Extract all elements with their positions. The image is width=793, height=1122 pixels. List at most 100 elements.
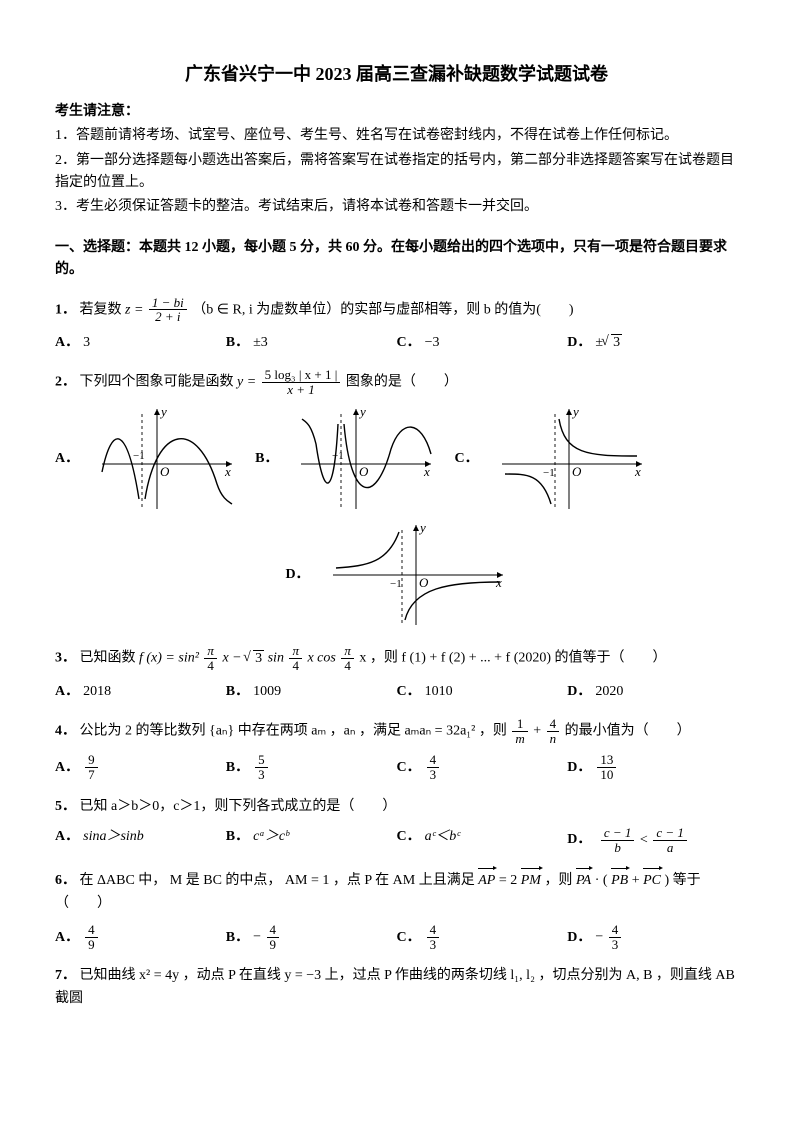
question-2: 2． 下列四个图象可能是函数 y = 5 log₃ | x + 1 | x + … [55,368,738,396]
opt-text: cᵃ＞cᵇ [253,829,289,844]
denom: 2 + i [149,310,187,324]
fraction: 1 − bi 2 + i [149,296,187,324]
denom: n [547,732,560,746]
page-title: 广东省兴宁一中 2023 届高三查漏补缺题数学试题试卷 [55,60,738,89]
graph-label-d: D． [285,564,309,586]
q-number: 7． [55,968,76,983]
graph-label-a: A． [55,448,79,470]
fraction: 43 [609,923,622,951]
denom: 4 [341,659,354,673]
svg-text:−1: −1 [543,467,555,479]
graph-label-c: C． [454,448,478,470]
notice-line: 2．第一部分选择题每小题选出答案后，需将答案写在试卷指定的括号内，第二部分非选择… [55,150,738,195]
denom: 4 [204,659,217,673]
numer: 4 [547,717,560,732]
fraction: 97 [85,753,98,781]
notice-block: 考生请注意： 1．答题前请将考场、试室号、座位号、考生号、姓名写在试卷密封线内，… [55,101,738,219]
svg-text:x: x [224,464,231,479]
q4-options: A．97 B．53 C．43 D．1310 [55,753,738,781]
graph-b: yx O−1 [296,404,436,514]
option-d: D．±3 [567,332,738,354]
graph-a: yx O−1 [97,404,237,514]
q-text: 已知函数 [80,651,140,666]
denom: 9 [267,938,280,952]
q-text: + [632,873,643,888]
fraction: 5 log₃ | x + 1 | x + 1 [262,368,341,396]
opt-text: ±3 [253,335,268,350]
radicand: 3 [611,334,622,350]
option-d: D．− 43 [567,923,738,951]
numer: 5 [255,753,268,768]
option-a: A．97 [55,753,226,781]
option-c: C．1010 [397,681,568,703]
vector: PM [521,868,541,892]
question-3: 3． 已知函数 f (x) = sin² π4 x − 3 sin π4 x c… [55,644,738,672]
fraction: 53 [255,753,268,781]
vector: AP [478,868,495,892]
q1-options: A．3 B．±3 C．−3 D．±3 [55,332,738,354]
denom: b [601,841,635,855]
q-text: 公比为 2 的等比数列 {aₙ} 中存在两项 aₘ ，aₙ ，满足 aₘaₙ =… [80,724,511,739]
denom: 3 [427,768,440,782]
fraction: 49 [85,923,98,951]
q-text: x − [222,651,245,666]
section-1-head: 一、选择题：本题共 12 小题，每小题 5 分，共 60 分。在每小题给出的四个… [55,237,738,282]
notice-line: 1．答题前请将考场、试室号、座位号、考生号、姓名写在试卷密封线内，不得在试卷上作… [55,125,738,147]
q6-options: A．49 B．− 49 C．43 D．− 43 [55,923,738,951]
notice-head: 考生请注意： [55,101,738,123]
numer: 4 [609,923,622,938]
denom: 4 [289,659,302,673]
option-b: B．− 49 [226,923,397,951]
denom: m [512,732,527,746]
question-7: 7． 已知曲线 x² = 4y ，动点 P 在直线 y = −3 上，过点 P … [55,965,738,1010]
opt-text: aᶜ＜bᶜ [425,829,460,844]
numer: 4 [427,753,440,768]
numer: c − 1 [653,826,687,841]
q-number: 1． [55,302,76,317]
numer: 1 [512,717,527,732]
option-c: C．−3 [397,332,568,354]
q5-options: A．sina＞sinb B．cᵃ＞cᵇ C．aᶜ＜bᶜ D． c − 1b < … [55,826,738,854]
q-number: 3． [55,651,76,666]
opt-text: 1010 [425,684,453,699]
numer: 4 [427,923,440,938]
fraction: 1m [512,717,527,745]
option-b: B．cᵃ＞cᵇ [226,826,397,854]
option-d: D． c − 1b < c − 1a [567,826,738,854]
fraction: π4 [341,644,354,672]
fraction: 43 [427,923,440,951]
numer: π [289,644,302,659]
q-text: x ，则 f (1) + f (2) + ... + f (2020) 的值等于… [359,651,666,666]
q-text: 已知曲线 x² = 4y ，动点 P 在直线 y = −3 上，过点 P 作曲线… [55,968,735,1005]
option-b: B．1009 [226,681,397,703]
vector: PB [611,868,628,892]
opt-text: < [640,832,651,847]
svg-text:−1: −1 [133,450,145,462]
fraction: π4 [204,644,217,672]
denom: a [653,841,687,855]
option-b: B．53 [226,753,397,781]
svg-text:−1: −1 [390,578,402,590]
fraction: c − 1a [653,826,687,854]
q-text: （b ∈ R, i 为虚数单位）的实部与虚部相等，则 b 的值为( ) [192,302,573,317]
option-c: C．43 [397,923,568,951]
option-c: C．aᶜ＜bᶜ [397,826,568,854]
sqrt: 3 [245,648,264,670]
vector: PA [576,868,591,892]
fraction: 4n [547,717,560,745]
q2-graphs-row1: A． yx O−1 B． yx O−1 C． yx O−1 [55,404,738,514]
numer: 4 [267,923,280,938]
q-formula: f (x) = sin² [139,651,199,666]
denom: 3 [427,938,440,952]
svg-text:x: x [634,464,641,479]
opt-text: 1009 [253,684,281,699]
numer: π [341,644,354,659]
svg-text:y: y [418,520,426,535]
fraction: 43 [427,753,440,781]
q-text: 在 ΔABC 中， M 是 BC 的中点， AM = 1 ，点 P 在 AM 上… [80,873,479,888]
option-a: A．sina＞sinb [55,826,226,854]
q-text: + [533,724,544,739]
opt-text: −3 [425,335,440,350]
svg-text:y: y [358,404,366,419]
svg-text:x: x [423,464,430,479]
